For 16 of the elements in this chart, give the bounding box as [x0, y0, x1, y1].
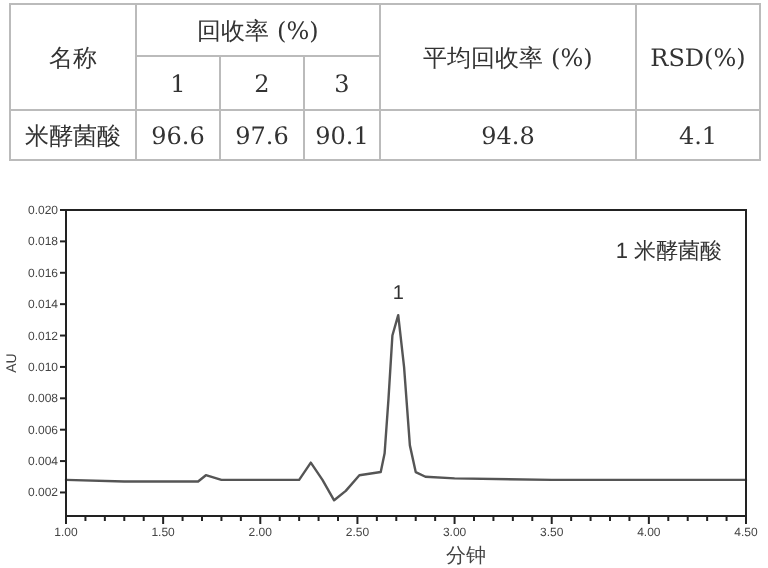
- text: 96.6: [151, 122, 205, 150]
- annotation: 1 米酵菌酸: [615, 238, 722, 264]
- text: 94.8: [481, 122, 535, 150]
- text: 97.6: [235, 122, 289, 150]
- text: RSD(%): [650, 44, 746, 72]
- text: 平均回收率 (%): [423, 44, 593, 72]
- text: 名称: [49, 44, 97, 72]
- text: 90.1: [315, 122, 369, 150]
- text: 4.1: [678, 122, 718, 150]
- text: 回收率 (%): [197, 17, 319, 45]
- text: 3: [334, 70, 350, 98]
- annotation: 1: [392, 283, 405, 306]
- x-axis-title: 分钟: [446, 544, 486, 568]
- text: 1: [170, 70, 186, 98]
- text: 2: [254, 70, 270, 98]
- text: 米酵菌酸: [25, 122, 121, 150]
